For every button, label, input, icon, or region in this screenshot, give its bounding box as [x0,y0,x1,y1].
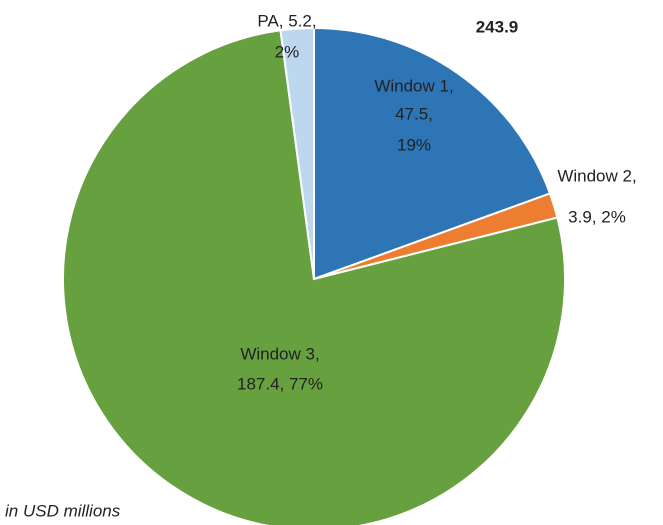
data-label: 47.5, [395,104,433,123]
data-label: 3.9, 2% [568,207,626,226]
pie [62,26,566,525]
data-label: 187.4, 77% [237,374,323,393]
data-label: Window 1, [374,76,453,95]
total-label: 243.9 [476,17,519,36]
unit-note: in USD millions [5,501,121,520]
data-label: PA, 5.2, [257,11,316,30]
data-label: 19% [397,135,431,154]
pie-slice [313,26,552,281]
data-label: 2% [275,42,300,61]
pie-slice [62,29,566,525]
data-label: Window 3, [240,344,319,363]
data-label: Window 2, [557,166,636,185]
pie-slice [279,26,315,280]
